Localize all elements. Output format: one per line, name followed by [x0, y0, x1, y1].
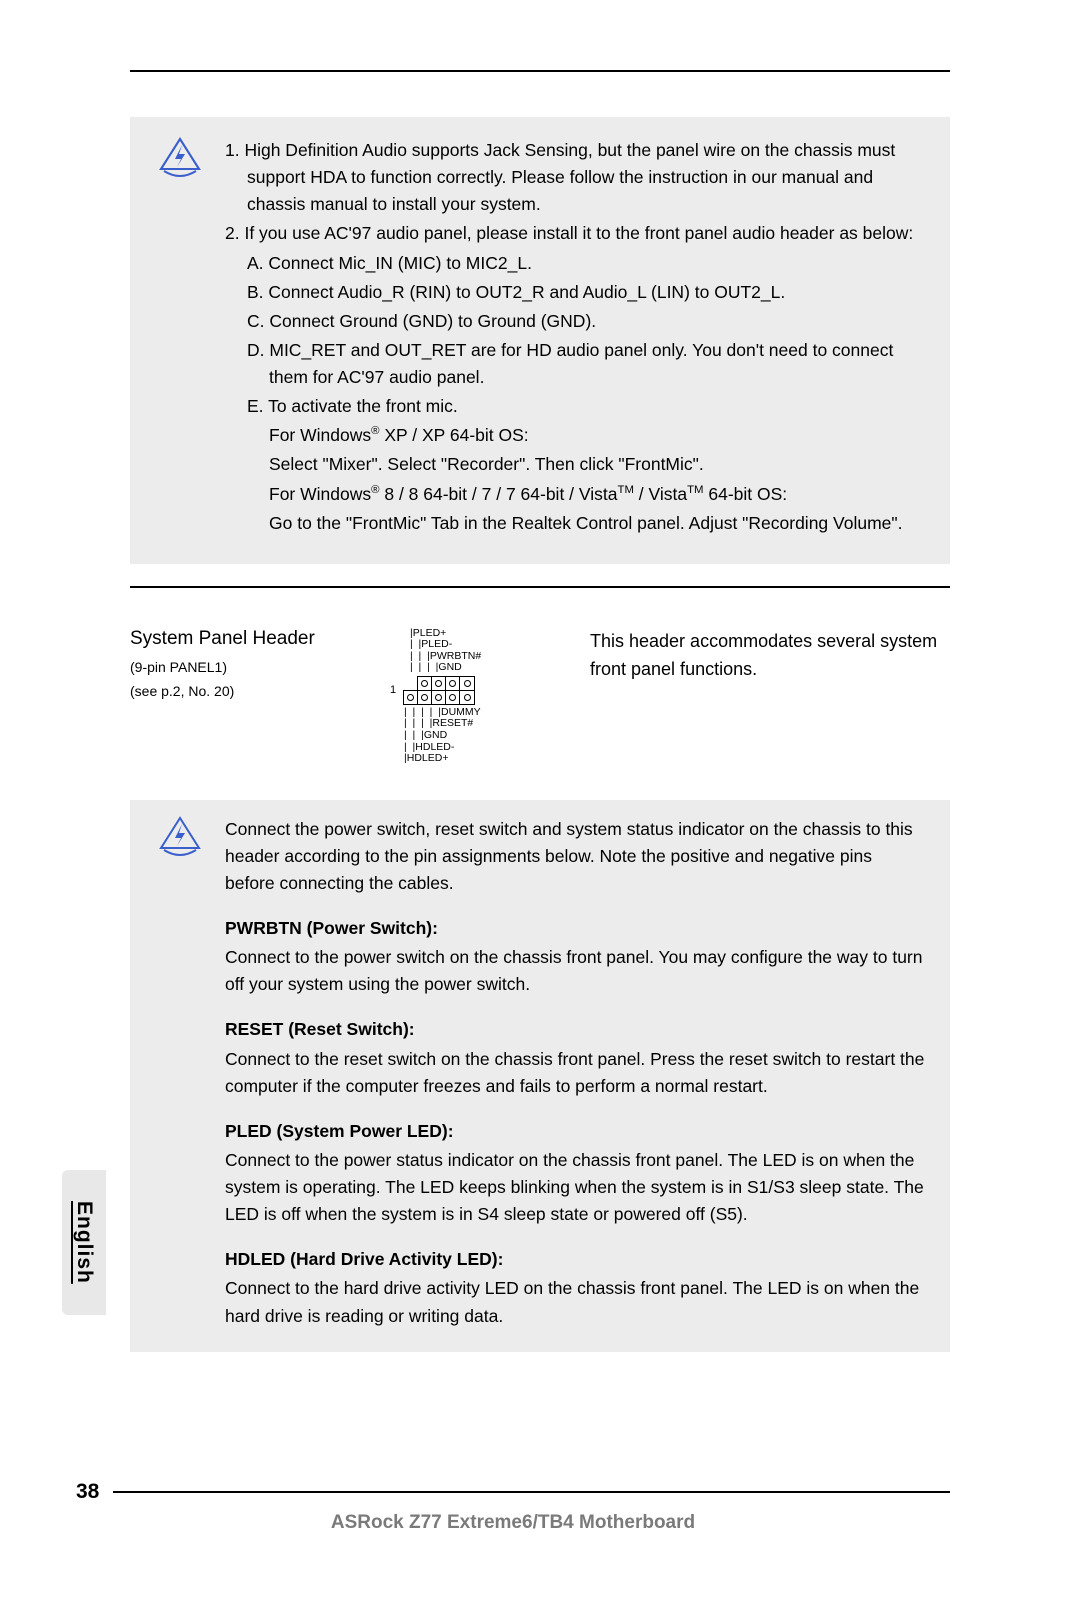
note-2: 2. If you use AC'97 audio panel, please …: [225, 220, 925, 247]
pin-row-top: [417, 676, 475, 690]
definition-title: RESET (Reset Switch):: [225, 1016, 925, 1043]
footer-rule: [113, 1491, 950, 1493]
pin-label: GND: [424, 729, 447, 741]
footer-title: ASRock Z77 Extreme6/TB4 Motherboard: [76, 1512, 950, 1534]
info-box-panel: Connect the power switch, reset switch a…: [130, 800, 950, 1352]
section-desc: This header accommodates several system …: [590, 628, 950, 765]
bolt-icon: [155, 816, 205, 866]
pin-label: HDLED-: [415, 741, 454, 753]
note-2e: E. To activate the front mic.: [225, 393, 925, 420]
note-2e-xp-steps: Select "Mixer". Select "Recorder". Then …: [225, 451, 925, 478]
pin-label: RESET#: [432, 717, 473, 729]
tm-mark: TM: [687, 484, 703, 496]
text: For Windows: [269, 425, 371, 445]
text: 64-bit OS:: [704, 484, 788, 504]
note-2d: D. MIC_RET and OUT_RET are for HD audio …: [225, 337, 925, 391]
pin-label: PLED-: [421, 638, 452, 650]
pin-1-marker: 1: [390, 684, 401, 696]
info-box-audio: 1. High Definition Audio supports Jack S…: [130, 117, 950, 564]
note-2a: A. Connect Mic_IN (MIC) to MIC2_L.: [225, 250, 925, 277]
note-2c: C. Connect Ground (GND) to Ground (GND).: [225, 308, 925, 335]
note-2e-xp: For Windows® XP / XP 64-bit OS:: [225, 422, 925, 449]
header-left: System Panel Header (9-pin PANEL1) (see …: [130, 628, 370, 765]
note-2e-win8-steps: Go to the "FrontMic" Tab in the Realtek …: [225, 510, 925, 537]
section-sub2: (see p.2, No. 20): [130, 680, 370, 704]
pin-label: DUMMY: [441, 706, 481, 718]
page-footer: 38 ASRock Z77 Extreme6/TB4 Motherboard: [76, 1480, 950, 1534]
definition-text: Connect to the hard drive activity LED o…: [225, 1275, 925, 1329]
definition-text: Connect to the power status indicator on…: [225, 1147, 925, 1228]
pin-row-bottom: [403, 690, 475, 705]
pin-labels-top: |PLED+ | |PLED- | | |PWRBTN# | | | |GND: [410, 628, 570, 674]
panel-intro: Connect the power switch, reset switch a…: [225, 816, 925, 897]
note-2e-win8: For Windows® 8 / 8 64-bit / 7 / 7 64-bit…: [225, 481, 925, 508]
section-title: System Panel Header: [130, 628, 370, 650]
system-panel-header-row: System Panel Header (9-pin PANEL1) (see …: [130, 628, 950, 765]
pin-label: PLED+: [413, 627, 447, 639]
tm-mark: TM: [618, 484, 634, 496]
text: For Windows: [269, 484, 371, 504]
text: XP / XP 64-bit OS:: [379, 425, 528, 445]
definition-block: HDLED (Hard Drive Activity LED):Connect …: [225, 1246, 925, 1329]
definition-block: PLED (System Power LED):Connect to the p…: [225, 1118, 925, 1229]
pin-label: PWRBTN#: [430, 650, 481, 662]
definition-title: PWRBTN (Power Switch):: [225, 915, 925, 942]
text: / Vista: [634, 484, 687, 504]
definition-text: Connect to the reset switch on the chass…: [225, 1046, 925, 1100]
language-label: English: [72, 1201, 96, 1284]
pin-label: GND: [438, 661, 461, 673]
bolt-icon: [155, 137, 205, 187]
language-tab: English: [62, 1170, 106, 1315]
definition-block: RESET (Reset Switch): Connect to the rese…: [225, 1016, 925, 1099]
mid-rule: [130, 586, 950, 588]
info-text-panel: Connect the power switch, reset switch a…: [225, 816, 925, 1330]
definition-block: PWRBTN (Power Switch):Connect to the pow…: [225, 915, 925, 998]
text: 8 / 8 64-bit / 7 / 7 64-bit / Vista: [379, 484, 617, 504]
definition-title: HDLED (Hard Drive Activity LED):: [225, 1246, 925, 1273]
top-rule: [130, 70, 950, 72]
page-number: 38: [76, 1480, 99, 1504]
page-content: 1. High Definition Audio supports Jack S…: [130, 70, 950, 1352]
pin-diagram: |PLED+ | |PLED- | | |PWRBTN# | | | |GND …: [390, 628, 570, 765]
definition-title: PLED (System Power LED):: [225, 1118, 925, 1145]
pin-label: HDLED+: [407, 752, 449, 764]
pin-header-block: 1: [390, 676, 570, 705]
pin-labels-bottom: | | | | |DUMMY | | | |RESET# | | |GND | …: [404, 707, 570, 765]
section-sub1: (9-pin PANEL1): [130, 656, 370, 680]
note-1: 1. High Definition Audio supports Jack S…: [225, 137, 925, 218]
definition-text: Connect to the power switch on the chass…: [225, 944, 925, 998]
note-2b: B. Connect Audio_R (RIN) to OUT2_R and A…: [225, 279, 925, 306]
info-text-audio: 1. High Definition Audio supports Jack S…: [225, 137, 925, 539]
